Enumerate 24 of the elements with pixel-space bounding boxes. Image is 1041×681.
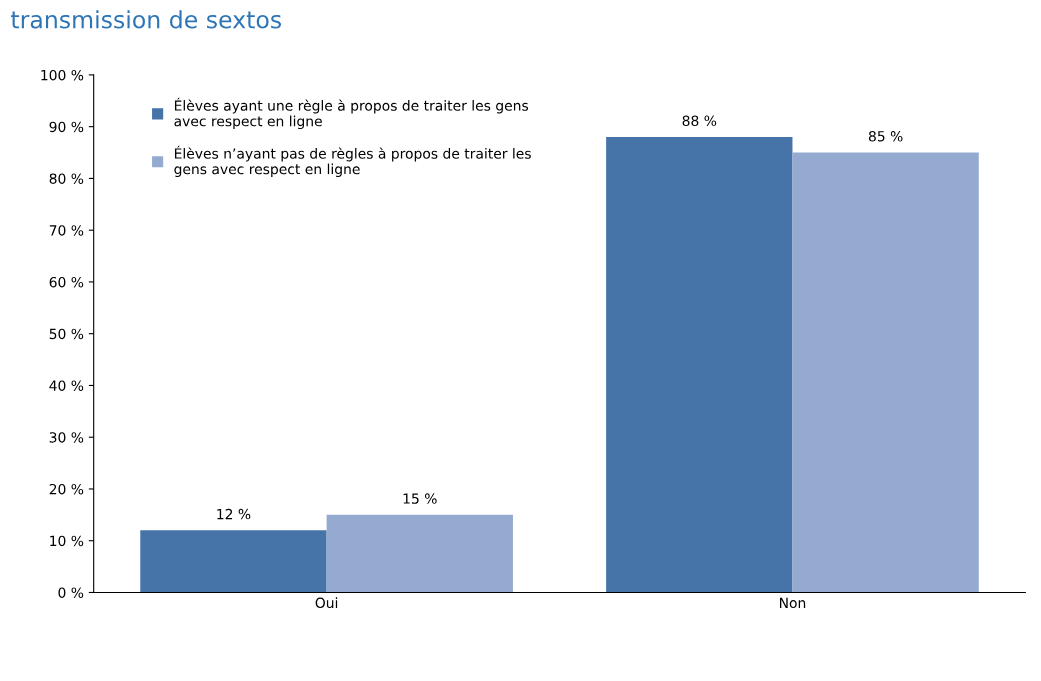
y-tick-label: 0 % [58,587,84,598]
bar [140,530,327,593]
bar [792,152,979,593]
y-tick-label: 10 % [50,535,84,547]
x-tick-label: Oui [315,597,338,609]
y-tick-label: 100 % [41,69,84,81]
data-label: 12 % [217,508,251,520]
y-tick-label: 30 % [49,432,84,443]
y-tick-label: 50 % [49,328,84,340]
bar [606,137,793,593]
x-tick-label: Non [779,597,806,609]
data-label: 15 % [403,493,437,504]
y-tick-label: 40 % [49,380,84,391]
bar [326,514,513,593]
legend-label: Élèves ayant une règle à propos de traiter les gens avec respect en ligne [174,97,529,130]
chart-title: transmission de sextos [11,10,282,29]
y-tick-label: 80 % [49,173,84,184]
data-label: 85 % [868,131,903,142]
data-label: 88 % [682,115,717,126]
y-tick-label: 90 % [49,121,84,133]
y-tick-label: 20 % [49,483,84,495]
legend-label: Élèves n’ayant pas de règles à propos de traiter les gens avec respect en ligne [174,145,531,178]
y-tick-label: 70 % [49,225,84,236]
y-tick-label: 60 % [49,276,84,288]
